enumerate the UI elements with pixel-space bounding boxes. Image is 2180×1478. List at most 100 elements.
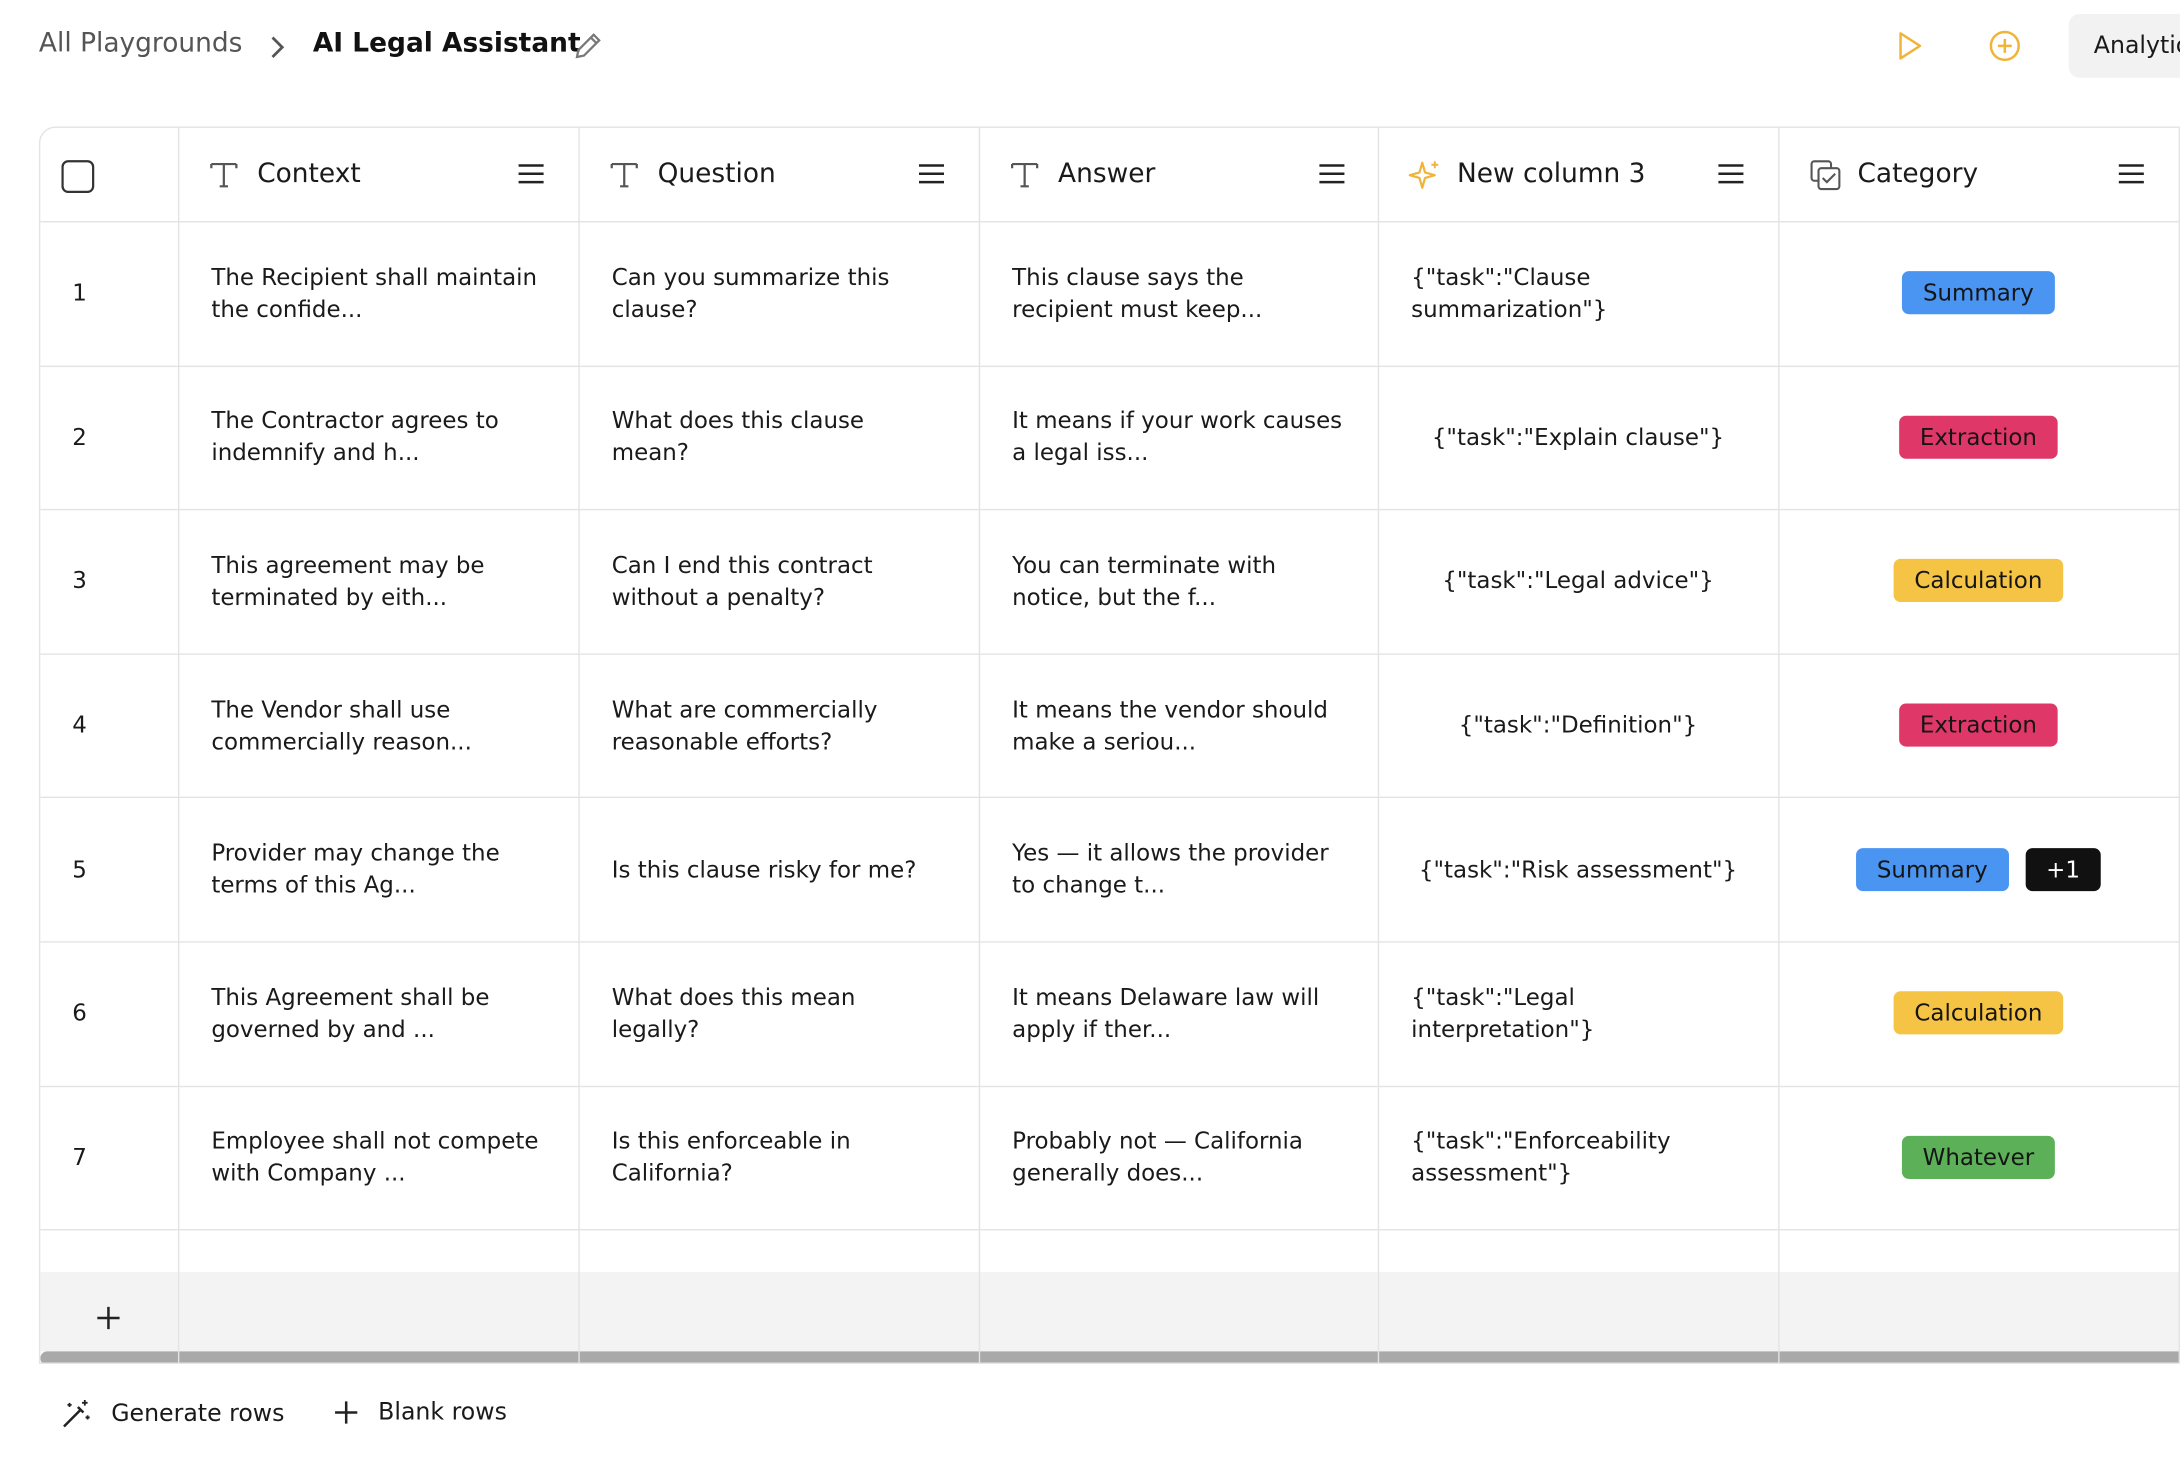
column-header[interactable]: New column 3: [1378, 128, 1778, 221]
column-title: Category: [1857, 158, 1979, 190]
row-number: 1: [72, 279, 87, 307]
category-cell: Calculation: [1778, 941, 2178, 1085]
text-cell: Probably not — California generally does…: [1012, 1128, 1303, 1187]
column-header[interactable]: Question: [578, 128, 978, 221]
text-cell: This Agreement shall be governed by and …: [211, 984, 490, 1043]
text-type-icon: [210, 162, 238, 188]
cell-text: {"task":"Definition"}: [1458, 711, 1698, 739]
category-cell: Summary +1: [1778, 797, 2178, 941]
text-type-icon: [1011, 162, 1039, 188]
text-cell: What are commercially reasonable efforts…: [611, 695, 878, 755]
text-cell: It means the vendor should make a seriou…: [1012, 695, 1328, 755]
column-title: Answer: [1058, 158, 1156, 190]
button-label: Generate rows: [111, 1400, 285, 1428]
scrollbar[interactable]: [40, 1351, 2180, 1363]
add-icon[interactable]: [1988, 29, 2021, 62]
task-cell: {"task":"Risk assessment"}: [1378, 797, 1778, 941]
cell-text: {"task":"Risk assessment"}: [1418, 855, 1738, 883]
column-header[interactable]: Answer: [979, 128, 1379, 221]
text-cell: What does this clause mean?: [611, 407, 865, 467]
row-number: 5: [72, 855, 87, 883]
column-divider: [1377, 127, 1380, 1363]
cell-text: {"task":"Legal advice"}: [1442, 567, 1714, 595]
column-title: New column 3: [1457, 158, 1646, 190]
text-cell: You can terminate with notice, but the f…: [1012, 551, 1277, 611]
breadcrumb-link[interactable]: All Playgrounds: [38, 27, 243, 59]
category-tag: Summary: [1855, 847, 2009, 891]
row-divider: [40, 365, 2180, 367]
text-cell: Employee shall not compete with Company …: [211, 1128, 539, 1187]
ai-column-icon: [1408, 161, 1439, 189]
task-cell: {"task":"Explain clause"}: [1378, 365, 1778, 509]
row-divider: [40, 797, 2180, 799]
category-cell: Summary: [1778, 221, 2178, 365]
column-divider: [1778, 127, 1780, 1363]
text-cell: This agreement may be terminated by eith…: [211, 551, 485, 611]
category-tag: Calculation: [1893, 559, 2064, 603]
column-header[interactable]: Category: [1778, 128, 2178, 221]
column-menu[interactable]: [517, 161, 545, 186]
category-cell: Extraction: [1778, 365, 2178, 509]
row-divider: [40, 941, 2180, 943]
text-cell: Is this clause risky for me?: [611, 855, 917, 883]
text-cell: Yes — it allows the provider to change t…: [1012, 840, 1329, 899]
text-cell: It means Delaware law will apply if ther…: [1012, 984, 1320, 1043]
text-cell: Provider may change the terms of this Ag…: [211, 840, 500, 899]
row-divider: [40, 1229, 2180, 1231]
text-cell: Is this enforceable in California?: [611, 1128, 851, 1187]
column-divider: [177, 127, 180, 1363]
column-title: Context: [257, 158, 361, 190]
text-cell: The Contractor agrees to indemnify and h…: [211, 407, 499, 467]
column-menu[interactable]: [1318, 161, 1346, 186]
cell-text: {"task":"Legal interpretation"}: [1411, 984, 1595, 1043]
edit-icon[interactable]: [571, 29, 604, 62]
add-row-button[interactable]: [96, 1305, 121, 1330]
text-cell: Can I end this contract without a penalt…: [611, 551, 873, 611]
text-cell: The Recipient shall maintain the confide…: [211, 263, 538, 323]
task-cell: {"task":"Enforceability assessment"}: [1378, 1085, 1778, 1229]
column-menu[interactable]: [2117, 161, 2145, 186]
row-divider: [40, 1085, 2180, 1087]
category-tag: Summary: [1902, 271, 2055, 315]
column-header[interactable]: Context: [178, 128, 578, 221]
category-tag: Extraction: [1898, 415, 2058, 459]
category-tag: Calculation: [1893, 991, 2064, 1035]
category-cell: Whatever: [1778, 1085, 2178, 1229]
row-number: 6: [72, 1000, 87, 1027]
button-label: Blank rows: [378, 1398, 507, 1427]
wand-icon: [63, 1400, 90, 1428]
row-number: 3: [72, 567, 87, 595]
select-all-checkbox[interactable]: [61, 160, 95, 193]
row-number: 7: [72, 1144, 87, 1171]
page-title: AI Legal Assistant: [312, 27, 581, 59]
run-icon[interactable]: [1894, 29, 1927, 62]
text-cell: Can you summarize this clause?: [611, 263, 890, 323]
category-tag: Extraction: [1898, 703, 2058, 747]
row-divider: [40, 653, 2180, 655]
task-cell: {"task":"Legal interpretation"}: [1378, 941, 1778, 1085]
plus-icon: [335, 1401, 358, 1424]
row-number: 4: [72, 711, 87, 739]
text-cell: What does this mean legally?: [611, 984, 856, 1043]
column-menu[interactable]: [918, 161, 946, 186]
analytics-button[interactable]: Analytic: [2068, 13, 2180, 78]
cell-text: {"task":"Clause summarization"}: [1411, 263, 1608, 323]
task-cell: {"task":"Definition"}: [1378, 653, 1778, 797]
data-table: Context Question Answer New column 3 Cat…: [38, 126, 2180, 1364]
column-title: Question: [657, 158, 776, 190]
text-cell: This clause says the recipient must keep…: [1012, 263, 1263, 323]
add-row-bar: [40, 1272, 2180, 1352]
row-divider: [40, 221, 2180, 223]
category-tag: Whatever: [1901, 1135, 2056, 1179]
text-cell: The Vendor shall use commercially reason…: [211, 695, 472, 755]
cell-text: {"task":"Explain clause"}: [1431, 423, 1725, 451]
column-divider: [978, 127, 981, 1363]
category-type-icon: [1810, 160, 1841, 191]
blank-rows-button[interactable]: Blank rows: [334, 1398, 507, 1427]
column-menu[interactable]: [1717, 161, 1745, 186]
category-cell: Calculation: [1778, 509, 2178, 653]
column-divider: [2178, 127, 2180, 1363]
generate-rows-button[interactable]: Generate rows: [61, 1399, 284, 1430]
